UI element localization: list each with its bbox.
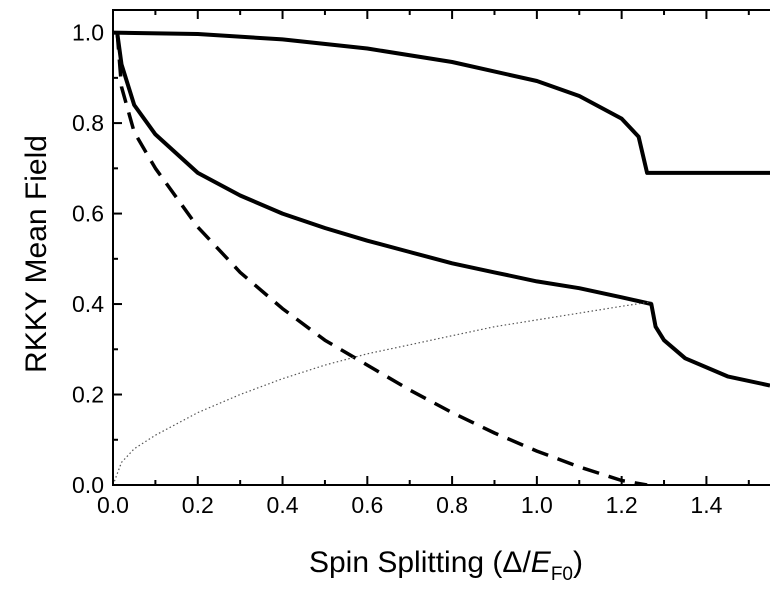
y-tick-label: 0.0 — [72, 472, 104, 498]
y-tick-label: 1.0 — [72, 20, 104, 46]
x-tick-label: 0.4 — [267, 492, 299, 518]
axis-frame — [112, 9, 770, 486]
plot-series-group — [113, 30, 770, 485]
x-tick-label: 1.2 — [606, 492, 638, 518]
axes-group — [112, 9, 770, 486]
y-axis-title: RKKY Mean Field — [20, 135, 53, 373]
series-line-1 — [113, 30, 770, 175]
y-tick-label: 0.4 — [72, 291, 104, 317]
x-tick-label: 1.4 — [690, 492, 722, 518]
x-tick-label: 0.6 — [351, 492, 383, 518]
x-axis-title: Spin Splitting (Δ/EF0) — [309, 546, 583, 585]
x-tick-label: 1.0 — [521, 492, 553, 518]
x-tick-label: 0.0 — [97, 492, 129, 518]
x-axis-title-prefix: Spin Splitting (Δ/ — [309, 546, 531, 579]
tick-labels-group: 0.0 0.2 0.4 0.6 0.8 1.0 1.2 1.4 0.0 0.2 0.4 0.6 0.8 1… — [72, 20, 723, 518]
series-line-4 — [113, 301, 652, 485]
x-tick-label: 0.8 — [436, 492, 468, 518]
y-tick-label: 0.8 — [72, 110, 104, 136]
y-tick-label: 0.2 — [72, 382, 104, 408]
x-tick-label: 0.2 — [182, 492, 214, 518]
series-line-2 — [115, 32, 770, 388]
y-tick-label: 0.6 — [72, 201, 104, 227]
series-line-3 — [115, 32, 648, 485]
x-axis-title-italic: E — [531, 546, 552, 579]
x-axis-title-suffix: ) — [573, 546, 583, 579]
x-axis-title-subscript: F0 — [551, 564, 573, 585]
